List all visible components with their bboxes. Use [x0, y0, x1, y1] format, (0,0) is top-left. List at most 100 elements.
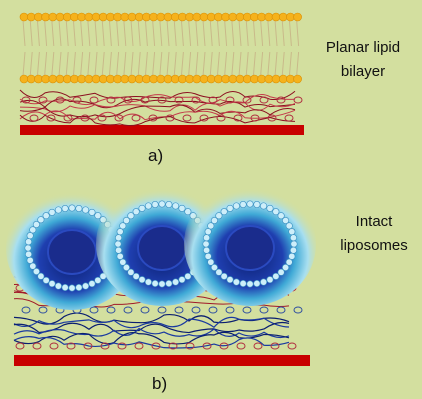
liposome-head	[49, 209, 55, 215]
lipid-tail	[289, 52, 291, 76]
lipid-tail	[268, 20, 270, 46]
lipid-head	[135, 75, 143, 83]
lipid-tail	[117, 20, 119, 46]
lipid-head	[63, 13, 71, 21]
lipid-head	[34, 75, 42, 83]
liposome-head	[139, 276, 145, 282]
liposome-head	[120, 259, 126, 265]
lipid-head	[214, 13, 222, 21]
lipid-head	[279, 75, 287, 83]
substrate-a	[20, 125, 304, 135]
liposome-head	[115, 241, 121, 247]
lipid-head	[171, 13, 179, 21]
liposome-head	[221, 208, 227, 214]
lipid-tail	[138, 52, 140, 76]
lipid-head	[106, 13, 114, 21]
lipid-tail	[59, 52, 61, 76]
liposome-head	[254, 280, 260, 286]
lipid-head	[258, 13, 266, 21]
lipid-tail	[210, 20, 212, 46]
liposome-head	[205, 253, 211, 259]
bead	[285, 115, 293, 121]
lipid-head	[286, 75, 294, 83]
lipid-tail	[282, 20, 284, 46]
liposome-head	[254, 201, 260, 207]
lipid-head	[294, 75, 302, 83]
lipid-tail	[117, 52, 119, 76]
liposome-head	[43, 277, 49, 283]
lipid-head	[178, 75, 186, 83]
lipid-head	[70, 75, 78, 83]
lipid-head	[42, 75, 50, 83]
lipid-tail	[102, 20, 104, 46]
lipid-tail	[23, 20, 25, 46]
lipid-head	[258, 75, 266, 83]
lipid-head	[200, 75, 208, 83]
lipid-tail	[52, 20, 54, 46]
lipid-head	[171, 75, 179, 83]
lipid-head	[178, 13, 186, 21]
liposome-head	[117, 228, 123, 234]
bead	[16, 343, 24, 349]
bead	[200, 115, 208, 121]
bead	[90, 307, 98, 313]
liposome-head	[145, 203, 151, 209]
bead	[50, 343, 58, 349]
lipid-head	[20, 13, 28, 21]
lipid-tail	[37, 20, 39, 46]
bead	[56, 97, 64, 103]
lipid-head	[193, 75, 201, 83]
lipid-tail	[196, 52, 198, 76]
liposome-head	[139, 205, 145, 211]
liposome-head	[208, 259, 214, 265]
lipid-tail	[282, 52, 284, 76]
lipid-tail	[239, 52, 241, 76]
lipid-tail	[217, 52, 219, 76]
liposome-head	[291, 241, 297, 247]
bead	[288, 343, 296, 349]
lipid-head	[222, 13, 230, 21]
liposome-head	[289, 228, 295, 234]
lipid-head	[243, 75, 251, 83]
lipid-tail	[52, 52, 54, 76]
polymer-strand	[14, 337, 289, 348]
liposome-head	[240, 280, 246, 286]
bead	[141, 307, 149, 313]
lipid-head	[99, 13, 107, 21]
lipid-head	[250, 13, 258, 21]
liposome-head	[203, 247, 209, 253]
lipid-head	[135, 13, 143, 21]
lipid-tail	[124, 20, 126, 46]
lipid-tail	[145, 52, 147, 76]
lipid-head	[272, 75, 280, 83]
bead	[158, 307, 166, 313]
lipid-tail	[275, 20, 277, 46]
liposome-head	[172, 203, 178, 209]
bead	[73, 97, 81, 103]
lipid-head	[114, 75, 122, 83]
lipid-tail	[153, 20, 155, 46]
liposome-head	[227, 276, 233, 282]
lipid-head	[128, 13, 136, 21]
lipid-tail	[203, 52, 205, 76]
liposome-head	[55, 283, 61, 289]
lipid-head	[279, 13, 287, 21]
bead	[294, 97, 302, 103]
liposome-head	[240, 201, 246, 207]
liposome-head	[227, 205, 233, 211]
lipid-tail	[297, 52, 299, 76]
bead	[22, 307, 30, 313]
lipid-tail	[261, 20, 263, 46]
lipid-tail	[95, 52, 97, 76]
lipid-tail	[88, 20, 90, 46]
lipid-head	[186, 13, 194, 21]
lipid-head	[229, 75, 237, 83]
liposome-head	[260, 279, 266, 285]
lipid-head	[92, 13, 100, 21]
liposome-head	[247, 201, 253, 207]
lipid-tail	[297, 20, 299, 46]
lipid-tail	[37, 52, 39, 76]
panel-label-b: b)	[152, 374, 167, 394]
liposome-core	[226, 226, 274, 270]
substrate-b	[14, 355, 310, 366]
